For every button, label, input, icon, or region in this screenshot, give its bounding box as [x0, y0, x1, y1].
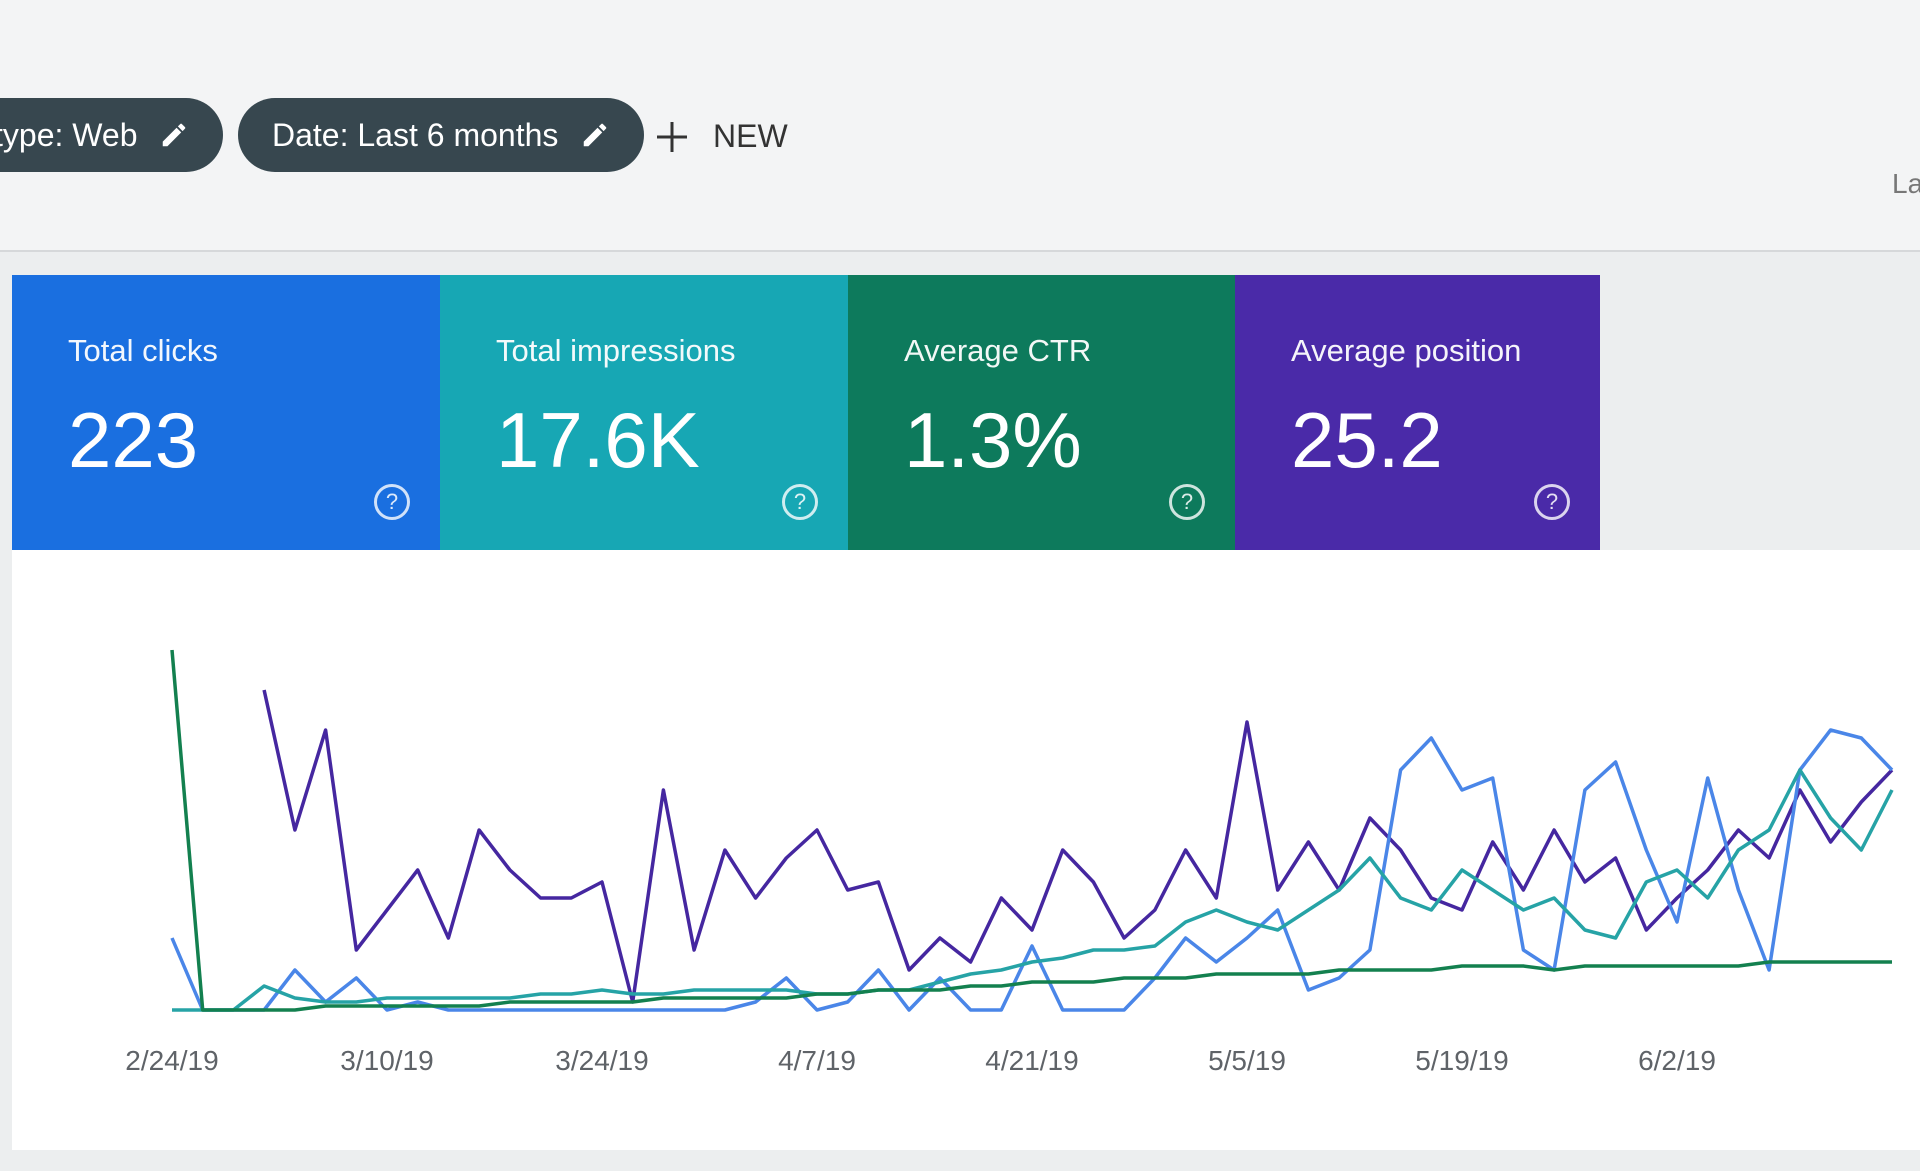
metric-card[interactable]: Total clicks 223? — [12, 275, 440, 550]
x-tick-label: 3/10/19 — [340, 1045, 433, 1076]
edit-icon — [163, 123, 186, 147]
data-line — [170, 649, 1892, 1012]
help-icon: ? — [374, 484, 410, 520]
edit-icon — [584, 123, 607, 147]
x-tick-label: 4/21/19 — [985, 1045, 1078, 1076]
x-tick-label: 3/24/19 — [555, 1045, 648, 1076]
help-icon: ? — [1169, 484, 1205, 520]
new-label: NEW — [713, 118, 788, 154]
chip-label: type: Web — [0, 116, 138, 153]
card-title: Total clicks — [68, 333, 218, 368]
card-title: Average position — [1291, 333, 1522, 368]
x-tick-label: 5/5/19 — [1208, 1045, 1286, 1076]
x-tick-label: 4/7/19 — [778, 1045, 856, 1076]
card-value: 223 — [68, 396, 199, 484]
x-tick-label: 6/2/19 — [1638, 1045, 1716, 1076]
filter-bar: type: Web Date: Last 6 months NEW La — [0, 0, 1920, 252]
metric-card[interactable]: Average CTR 1.3%? — [848, 275, 1235, 550]
metric-cards: Total clicks 223? Total impressions 17.6K? A… — [12, 275, 1600, 550]
new-button[interactable]: NEW — [655, 118, 788, 155]
help-icon: ? — [1534, 484, 1570, 520]
metric-card[interactable]: Average position 25.2? — [1235, 275, 1600, 550]
plus-icon — [657, 121, 687, 152]
chart-panel: 2/24/19 3/10/19 3/24/19 4/7/19 4/21/19 5/5/19… — [12, 550, 1920, 1150]
help-icon: ? — [782, 484, 818, 520]
data-line — [172, 768, 1894, 1012]
card-value: 17.6K — [496, 396, 700, 484]
filter-chip[interactable]: Date: Last 6 months — [238, 98, 645, 172]
metric-card[interactable]: Total impressions 17.6K? — [440, 275, 848, 550]
chart: 2/24/19 3/10/19 3/24/19 4/7/19 4/21/19 5/5/19… — [125, 649, 1894, 1076]
card-value: 25.2 — [1291, 396, 1443, 484]
data-line — [262, 689, 1894, 1004]
truncated-label: La — [1892, 168, 1920, 199]
x-tick-label: 5/19/19 — [1415, 1045, 1508, 1076]
x-tick-label: 2/24/19 — [125, 1045, 218, 1076]
card-value: 1.3% — [904, 396, 1082, 484]
card-title: Average CTR — [904, 333, 1092, 368]
filter-chip[interactable]: type: Web — [0, 98, 224, 172]
card-title: Total impressions — [496, 333, 736, 368]
chip-label: Date: Last 6 months — [272, 116, 559, 153]
data-line — [170, 728, 1894, 1012]
